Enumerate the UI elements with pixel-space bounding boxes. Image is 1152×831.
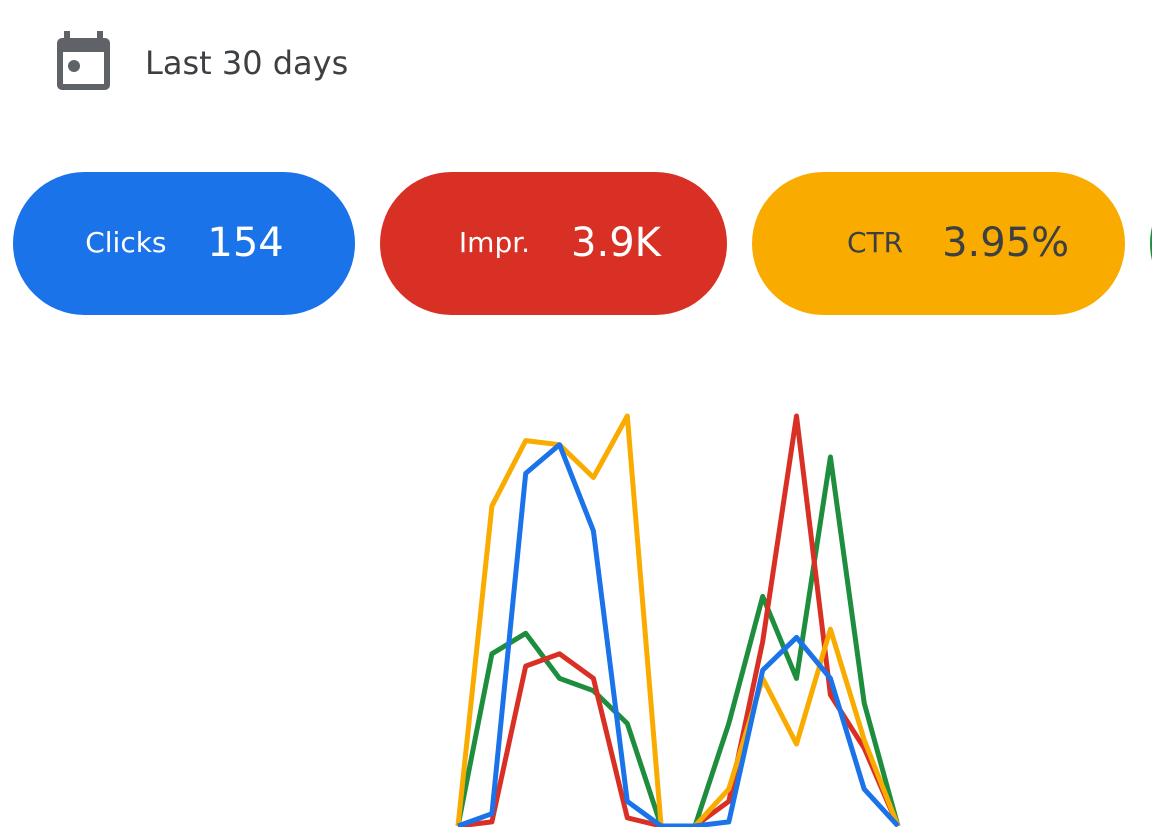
metric-chip[interactable] <box>380 172 727 315</box>
metric-value: 3.9K <box>571 220 663 266</box>
metric-chip[interactable] <box>752 172 1125 315</box>
metric-value: 154 <box>207 220 283 266</box>
metric-chip[interactable] <box>13 172 355 315</box>
metric-label: Impr. <box>459 226 530 259</box>
metric-label: CTR <box>847 226 903 259</box>
date-range[interactable]: Last 30 days <box>145 44 348 82</box>
calendar-icon <box>57 31 110 90</box>
trend-line <box>457 442 900 829</box>
metric-label: Clicks <box>85 226 166 259</box>
metric-value: 3.95% <box>942 220 1069 266</box>
